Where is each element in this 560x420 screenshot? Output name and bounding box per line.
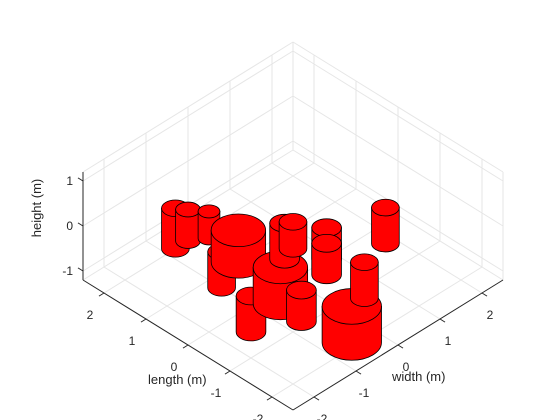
z-tick-mark [77,222,84,227]
y-tick-mark [266,396,273,401]
cylinder-top [175,201,201,218]
cylinder-top [210,213,267,248]
cylinder [311,233,342,285]
cylinder-top [278,213,308,231]
grid-line [292,95,504,227]
cylinder-top [311,218,342,238]
cylinder-body [278,221,308,258]
z-axis-label: height (m) [29,179,44,238]
z-tick-label: 1 [66,174,73,188]
grid-line [82,95,294,227]
z-tick-label: -1 [62,264,73,278]
cylinder-top [311,233,342,253]
y-tick-mark [182,344,189,349]
grid-lines [82,41,504,398]
cylinder-top [371,198,400,217]
y-axis-label: length (m) [148,372,207,387]
cylinder-body [371,207,400,253]
cylinder-body [311,242,342,285]
x-tick-mark [439,318,446,323]
cylinder-body [350,261,379,307]
y-tick-label: 1 [129,334,136,348]
x-tick-label: -2 [317,412,328,420]
x-tick-mark [313,396,320,401]
x-tick-mark [397,344,404,349]
x-tick-label: 1 [445,334,452,348]
cylinder-top [197,204,221,219]
y-tick-label: -2 [253,412,264,420]
y-tick-mark [224,370,231,375]
cylinder [175,201,201,249]
y-tick-label: 2 [87,308,94,322]
box-edge [82,41,294,173]
x-tick-label: 0 [403,360,410,374]
x-tick-label: -1 [359,386,370,400]
x-tick-mark [355,370,362,375]
cylinder [286,280,317,331]
cylinders [161,198,400,361]
x-tick-label: 2 [487,308,494,322]
x-axis-label: width (m) [391,369,445,384]
axes [77,172,504,411]
grid-line [82,50,294,182]
z-tick-mark [77,177,84,182]
cylinder [371,198,400,253]
grid-line [292,50,504,182]
cylinder [350,253,379,307]
box-edge [292,41,504,173]
z-tick-mark [77,267,84,272]
cylinder [210,213,267,279]
y-tick-mark [140,318,147,323]
tick-labels: -2 -1 0 1 2 -2 -1 0 1 2 -1 0 1 [62,174,493,420]
cylinder-top [286,280,317,300]
x-tick-mark [481,292,488,297]
y-tick-label: 0 [171,360,178,374]
y-tick-mark [98,292,105,297]
cylinder [278,213,308,258]
cylinder-top [350,253,379,271]
y-tick-label: -1 [211,386,222,400]
z-tick-label: 0 [66,219,73,233]
cylinder-body [286,289,317,331]
